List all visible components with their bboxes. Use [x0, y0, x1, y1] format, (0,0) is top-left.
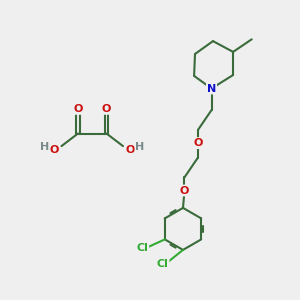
- Text: H: H: [40, 142, 49, 152]
- Text: Cl: Cl: [136, 243, 148, 254]
- Text: O: O: [102, 104, 111, 114]
- Text: O: O: [193, 138, 203, 148]
- Text: O: O: [126, 145, 135, 155]
- Text: N: N: [207, 83, 216, 94]
- Text: H: H: [136, 142, 145, 152]
- Text: Cl: Cl: [157, 259, 169, 269]
- Text: O: O: [73, 104, 83, 114]
- Text: O: O: [49, 145, 59, 155]
- Text: O: O: [180, 185, 189, 196]
